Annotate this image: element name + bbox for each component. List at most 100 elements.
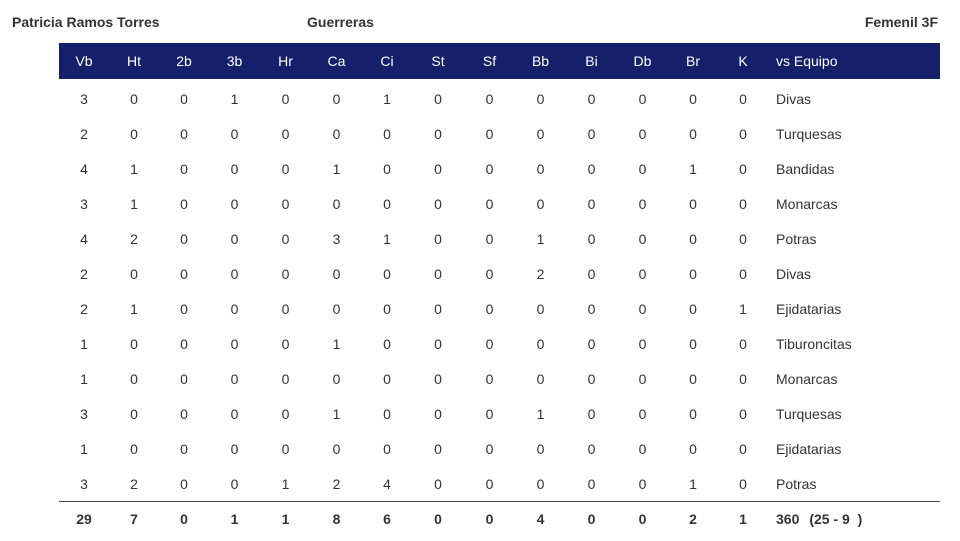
stat-cell: 0	[638, 195, 647, 212]
column-header: Br	[668, 43, 718, 79]
stat-cell: 0	[180, 230, 188, 247]
stat-cell: 0	[281, 265, 290, 282]
stat-cell: 1	[689, 475, 697, 492]
stat-cell: 1	[130, 160, 138, 177]
stat-cell: 0	[739, 265, 747, 282]
stat-cell: 0	[739, 440, 747, 457]
stat-cell: 0	[230, 195, 239, 212]
stat-cell: 0	[689, 265, 697, 282]
column-header: 3b	[209, 43, 260, 79]
stat-cell: 0	[587, 230, 596, 247]
stat-cell: 1	[230, 90, 239, 107]
table-row: 3 2 0 0 1 2 4 0 0 0 0 0 1 0 Potras	[59, 466, 940, 502]
stat-cell: 4	[80, 230, 88, 247]
stat-cell: 3	[80, 90, 88, 107]
stat-cell: 0	[689, 405, 697, 422]
stat-cell: 0	[281, 300, 290, 317]
stat-cell: 0	[434, 440, 442, 457]
total-cell: 29	[59, 501, 109, 535]
stat-cell: 0	[383, 405, 391, 422]
table-row: 1 0 0 0 0 1 0 0 0 0 0 0 0 0 Tiburoncitas	[59, 326, 940, 361]
opponent-cell: Ejidatarias	[776, 440, 842, 457]
stat-cell: 0	[180, 90, 188, 107]
stat-cell: 0	[130, 90, 138, 107]
stat-cell: 0	[383, 160, 391, 177]
stat-cell: 0	[485, 370, 494, 387]
stat-cell: 0	[434, 230, 442, 247]
stat-cell: 0	[281, 90, 290, 107]
stat-cell: 1	[281, 475, 290, 492]
stat-cell: 0	[383, 195, 391, 212]
stat-cell: 0	[230, 265, 239, 282]
stat-cell: 0	[180, 440, 188, 457]
stat-cell: 1	[80, 335, 88, 352]
opponent-cell: Potras	[776, 230, 817, 247]
stat-cell: 0	[383, 370, 391, 387]
stat-cell: 0	[383, 265, 391, 282]
table-row: 4 2 0 0 0 3 1 0 0 1 0 0 0 0 Potras	[59, 221, 940, 256]
stat-cell: 0	[587, 475, 596, 492]
stat-cell: 0	[434, 195, 442, 212]
stat-cell: 0	[485, 125, 494, 142]
stat-cell: 0	[536, 335, 545, 352]
stat-cell: 0	[536, 195, 545, 212]
stat-cell: 0	[638, 300, 647, 317]
stat-cell: 1	[383, 230, 391, 247]
column-header: 2b	[159, 43, 209, 79]
stat-cell: 0	[130, 335, 138, 352]
stat-cell: 1	[130, 195, 138, 212]
stat-cell: 3	[80, 405, 88, 422]
stat-cell: 0	[587, 440, 596, 457]
stat-cell: 2	[130, 230, 138, 247]
total-cell: 0	[566, 501, 617, 535]
stat-cell: 0	[638, 230, 647, 247]
stat-cell: 2	[130, 475, 138, 492]
stat-cell: 0	[689, 195, 697, 212]
average-value: 360	[776, 510, 800, 527]
stat-cell: 0	[587, 370, 596, 387]
stat-cell: 0	[536, 475, 545, 492]
stat-cell: 0	[434, 405, 442, 422]
total-cell: 1	[718, 501, 768, 535]
stat-cell: 0	[434, 160, 442, 177]
opponent-cell: Bandidas	[776, 160, 835, 177]
totals-row: 29 7 0 1 1 8 6 0 0 4 0 0 2 1 360 (25 - 9 )	[59, 501, 940, 535]
stat-cell: 0	[739, 90, 747, 107]
record-value: (25 - 9 )	[809, 510, 863, 527]
stat-cell: 0	[587, 335, 596, 352]
stat-cell: 0	[281, 370, 290, 387]
stat-cell: 0	[638, 160, 647, 177]
stat-cell: 0	[230, 160, 239, 177]
stat-cell: 0	[180, 265, 188, 282]
stat-cell: 0	[434, 90, 442, 107]
table-row: 1 0 0 0 0 0 0 0 0 0 0 0 0 0 Ejidatarias	[59, 431, 940, 466]
stat-cell: 0	[638, 335, 647, 352]
stat-cell: 0	[638, 475, 647, 492]
column-header: St	[412, 43, 464, 79]
stat-cell: 4	[80, 160, 88, 177]
stat-cell: 0	[536, 90, 545, 107]
stat-cell: 0	[180, 335, 188, 352]
column-header: Bi	[566, 43, 617, 79]
stat-cell: 1	[536, 405, 545, 422]
stat-cell: 0	[689, 370, 697, 387]
stat-cell: 0	[180, 475, 188, 492]
player-name: Patricia Ramos Torres	[12, 14, 160, 30]
stat-cell: 0	[434, 335, 442, 352]
stat-cell: 0	[587, 160, 596, 177]
stat-cell: 0	[281, 405, 290, 422]
stat-cell: 3	[80, 475, 88, 492]
stat-cell: 0	[180, 160, 188, 177]
stat-cell: 0	[281, 125, 290, 142]
stat-cell: 0	[180, 370, 188, 387]
stat-cell: 2	[332, 475, 341, 492]
total-cell: 8	[311, 501, 362, 535]
stat-cell: 0	[230, 370, 239, 387]
total-cell: 1	[209, 501, 260, 535]
stat-cell: 0	[332, 195, 341, 212]
stat-cell: 0	[180, 405, 188, 422]
stat-cell: 0	[739, 195, 747, 212]
stat-cell: 0	[332, 265, 341, 282]
stat-cell: 0	[638, 125, 647, 142]
stat-cell: 0	[485, 230, 494, 247]
